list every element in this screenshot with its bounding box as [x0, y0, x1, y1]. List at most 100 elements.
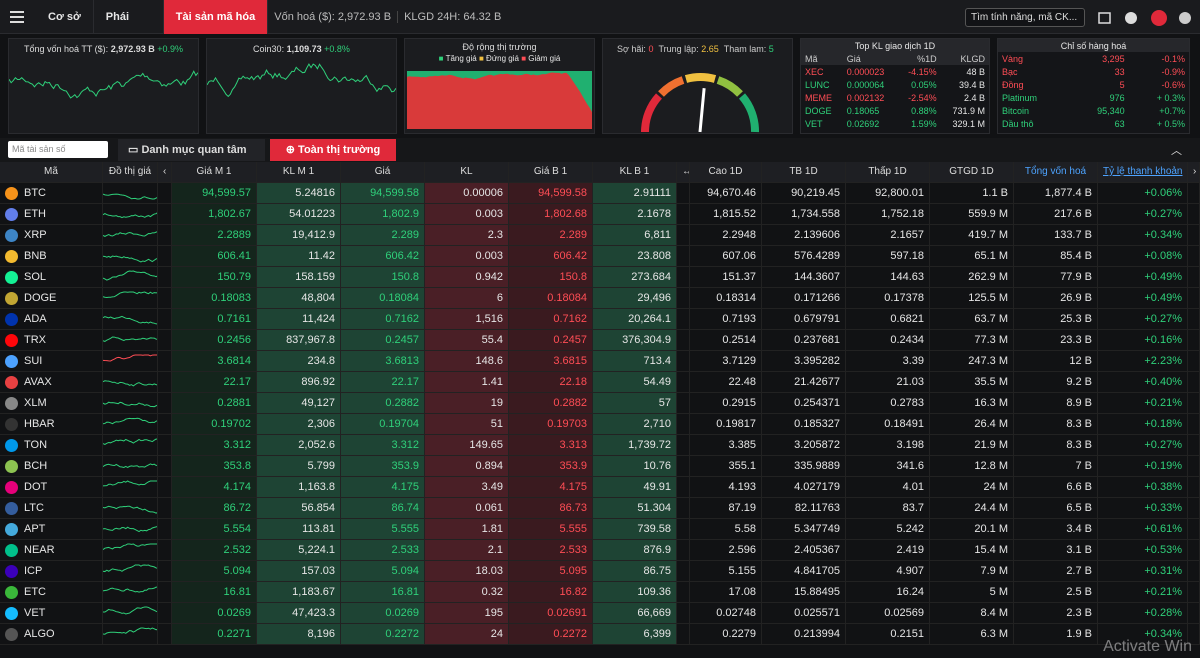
table-row: DOT 4.174 1,163.8 4.175 3.49 4.175 49.91 4.193 4… [0, 477, 1200, 498]
tab[interactable]: Tài sản mã hóa [163, 0, 269, 34]
cell: 16.81 [172, 582, 257, 602]
search-box[interactable]: Tìm tính năng, mã CK... [965, 8, 1085, 27]
sparkline-path [103, 606, 157, 615]
column-header: Giá [341, 162, 425, 182]
cell: XEC [805, 66, 824, 77]
symbol[interactable]: APT [24, 523, 46, 535]
market-button[interactable]: ⊕ Toàn thị trường [270, 139, 396, 161]
symbol[interactable]: NEAR [24, 544, 55, 556]
sparkline-cell [103, 393, 158, 413]
cell: 195 [425, 603, 509, 623]
market-cap-widget: Tổng vốn hoá TT ($): 2,972.93 B +0.9% [8, 38, 199, 134]
cell: +0.27% [1098, 435, 1188, 455]
cell: 5.095 [509, 561, 593, 581]
symbol[interactable]: BCH [24, 460, 48, 472]
cell: 0.7161 [172, 309, 257, 329]
sparkline [103, 417, 157, 425]
collapse-icon[interactable]: ︿ [1171, 145, 1182, 157]
cell: +0.31% [1098, 561, 1188, 581]
cell: 234.8 [257, 351, 341, 371]
symbol[interactable]: XRP [24, 229, 47, 241]
symbol[interactable]: ETC [24, 586, 46, 598]
cell: 77.3 M [930, 330, 1014, 350]
symbol[interactable]: BTC [24, 187, 46, 199]
sparkline [103, 627, 157, 635]
symbol[interactable]: DOGE [24, 292, 57, 304]
cell: 876.9 [593, 540, 677, 560]
symbol[interactable]: DOT [24, 481, 48, 493]
cell: 0.19704 [341, 414, 425, 434]
tab[interactable]: Cơ sở [36, 0, 94, 34]
sparkline [103, 231, 157, 237]
cell: 3.313 [509, 435, 593, 455]
label: Coin30: [253, 44, 285, 54]
icon[interactable] [1098, 12, 1111, 24]
spacer [677, 561, 690, 581]
cell: 48 B [966, 66, 985, 77]
symbol[interactable]: VET [24, 607, 46, 619]
sparkline-cell [103, 456, 158, 476]
symbol[interactable]: TRX [24, 334, 46, 346]
spacer [1188, 519, 1200, 539]
menu-icon[interactable] [0, 0, 36, 34]
cell: 144.63 [846, 267, 930, 287]
value: 2,972.93 B [110, 44, 155, 54]
cell: 5.242 [846, 519, 930, 539]
cell: 49.91 [593, 477, 677, 497]
sparkline-cell [103, 561, 158, 581]
symbol[interactable]: TON [24, 439, 48, 451]
cell: -4.15% [908, 66, 937, 77]
cell: 713.4 [593, 351, 677, 371]
icon[interactable] [1151, 10, 1167, 26]
cell: 133.7 B [1014, 225, 1098, 245]
cell: 0.00006 [425, 183, 509, 203]
sparkline [103, 606, 157, 615]
symbol[interactable]: ADA [24, 313, 47, 325]
symbol-cell: DOT [0, 477, 103, 497]
symbol[interactable]: HBAR [24, 418, 55, 430]
avatar[interactable] [1179, 12, 1191, 24]
cell: 1.41 [425, 372, 509, 392]
symbol[interactable]: AVAX [24, 376, 52, 388]
symbol-cell: BTC [0, 183, 103, 203]
spacer [158, 519, 172, 539]
cell: 4.174 [172, 477, 257, 497]
cell: 1.81 [425, 519, 509, 539]
cell: 355.1 [690, 456, 762, 476]
coin-icon [5, 480, 18, 494]
cell: 54.01223 [257, 204, 341, 224]
watchlist-button[interactable]: ▭ Danh mục quan tâm ▾ [118, 139, 265, 178]
cell: 419.7 M [930, 225, 1014, 245]
symbol[interactable]: XLM [24, 397, 47, 409]
cell: 21.42677 [762, 372, 846, 392]
symbol[interactable]: ETH [24, 208, 46, 220]
symbol-cell: ETC [0, 582, 103, 602]
symbol-search[interactable]: Mã tài sản số [8, 141, 108, 158]
cell: 2.139606 [762, 225, 846, 245]
sparkline [103, 291, 157, 299]
cell: 1,802.68 [509, 204, 593, 224]
cell: 3.49 [425, 477, 509, 497]
cell: 0.05% [911, 79, 937, 90]
table-row: TON 3.312 2,052.6 3.312 149.65 3.313 1,739.72 3… [0, 435, 1200, 456]
symbol[interactable]: ALGO [24, 628, 55, 640]
cell: 3.6814 [172, 351, 257, 371]
symbol[interactable]: BNB [24, 250, 47, 262]
cell: LUNC [805, 79, 830, 90]
cell: 9.2 B [1014, 372, 1098, 392]
cell: 21.9 M [930, 435, 1014, 455]
symbol[interactable]: ICP [24, 565, 43, 577]
cell: 56.854 [257, 498, 341, 518]
symbol[interactable]: SUI [24, 355, 43, 367]
cell: 0.18083 [172, 288, 257, 308]
symbol[interactable]: LTC [24, 502, 44, 514]
top-bar: Cơ sở Phái sinh ▾ Tài sản mã hóa Vốn hoá… [0, 0, 1200, 57]
cell: 125.5 M [930, 288, 1014, 308]
tab[interactable]: Phái sinh ▾ [94, 0, 164, 57]
icon[interactable] [1125, 12, 1137, 24]
cell: 0.18491 [846, 414, 930, 434]
coin-icon [5, 207, 18, 221]
symbol[interactable]: SOL [24, 271, 47, 283]
cell: 0.2151 [846, 624, 930, 644]
cell: 19 [425, 393, 509, 413]
